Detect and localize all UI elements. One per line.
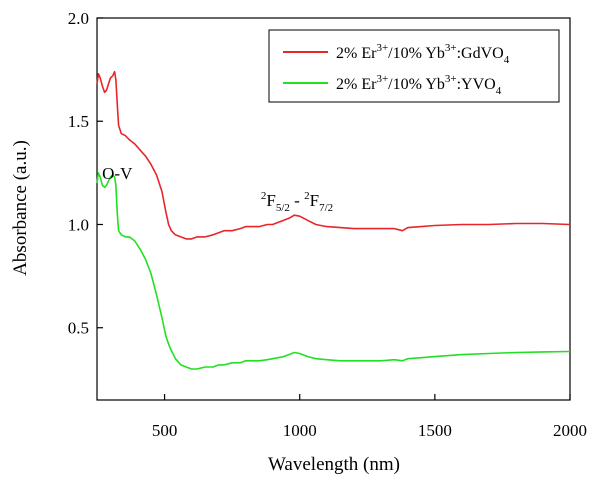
legend-entry-gdvo4: 2% Er3+/10% Yb3+:GdVO4: [283, 42, 510, 66]
axis-ticks: 500 1000 1500 2000 0.5 1.0 1.5 2.0: [68, 9, 587, 440]
legend-label-yvo4: 2% Er3+/10% Yb3+:YVO4: [336, 73, 502, 97]
x-tick-label: 2000: [553, 421, 587, 440]
legend: 2% Er3+/10% Yb3+:GdVO4 2% Er3+/10% Yb3+:…: [268, 29, 560, 103]
plot-frame: [96, 17, 571, 401]
x-axis-title: Wavelength (nm): [268, 454, 400, 475]
legend-entry-yvo4: 2% Er3+/10% Yb3+:YVO4: [283, 73, 502, 97]
annotation-transition: 2F5/2 - 2F7/2: [261, 190, 333, 214]
series-layer: [96, 70, 571, 370]
x-tick-label: 1000: [283, 421, 317, 440]
legend-label-gdvo4: 2% Er3+/10% Yb3+:GdVO4: [336, 42, 510, 66]
y-tick-label: 1.5: [68, 112, 89, 131]
x-tick-label: 1500: [418, 421, 452, 440]
series-line-yvo4: [96, 172, 571, 370]
series-line-gdvo4: [96, 70, 571, 240]
y-tick-label: 2.0: [68, 9, 89, 28]
y-tick-label: 0.5: [68, 319, 89, 338]
plot-area-border: [96, 17, 571, 401]
y-tick-label: 1.0: [68, 215, 89, 234]
x-tick-label: 500: [152, 421, 178, 440]
legend-box: [268, 29, 560, 103]
annotation-o-v: O-V: [102, 164, 133, 183]
y-axis-title: Absorbance (a.u.): [10, 140, 31, 276]
